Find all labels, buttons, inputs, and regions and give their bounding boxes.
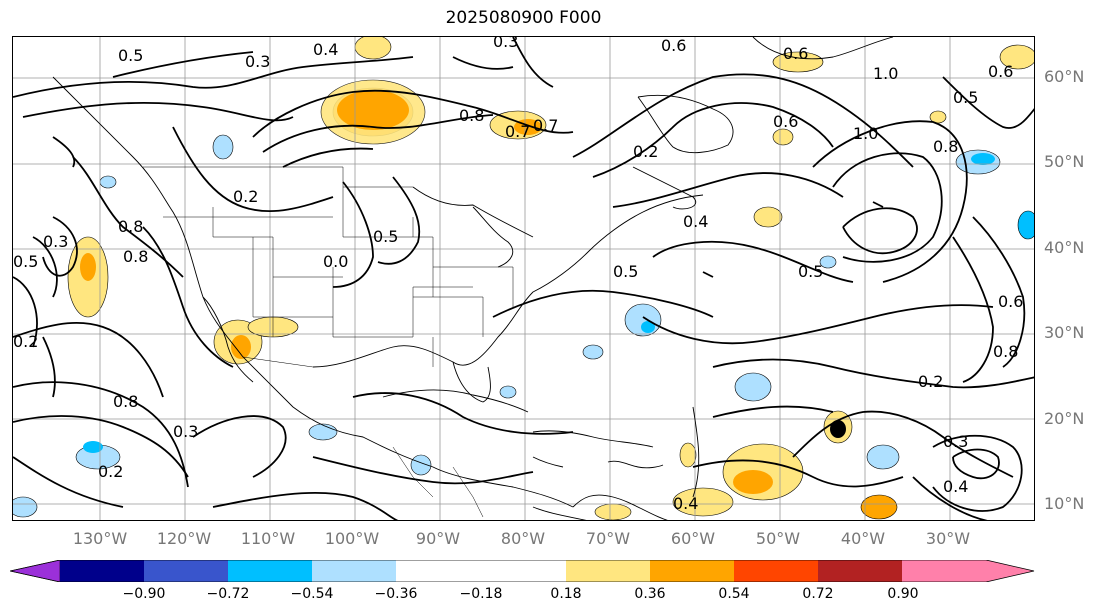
lon-label-80w: 80°W (500, 529, 546, 548)
colorbar-segment (396, 560, 566, 582)
contour-label: 0.7 (533, 116, 558, 135)
contour-label: 0.2 (13, 332, 38, 351)
contour-label: 0.3 (943, 432, 968, 451)
contour-lines (13, 37, 1034, 520)
contour-label: 0.0 (323, 252, 348, 271)
contour-label: 0.6 (783, 44, 808, 63)
contour-label: 0.5 (373, 227, 398, 246)
colorbar-segment (60, 560, 144, 582)
contour-label: 0.8 (113, 392, 138, 411)
colorbar-tick: −0.72 (206, 586, 250, 602)
colorbar-segment (312, 560, 396, 582)
lon-label-40w: 40°W (840, 529, 886, 548)
colorbar-tick: −0.18 (459, 586, 503, 602)
map-canvas: 0.5 0.3 0.4 0.8 0.7 0.6 1.0 0.6 0.5 0.2 … (13, 37, 1034, 520)
contour-label: 0.5 (798, 262, 823, 281)
contour-labels: 0.5 0.3 0.4 0.8 0.7 0.6 1.0 0.6 0.5 0.2 … (13, 37, 1023, 513)
colorbar-tick: 0.36 (634, 586, 666, 602)
colorbar-segment (566, 560, 650, 582)
lon-label-90w: 90°W (415, 529, 461, 548)
colorbar-segment (902, 560, 1034, 582)
lon-label-130w: 130°W (72, 529, 128, 548)
contour-label: 1.0 (853, 124, 878, 143)
contour-label: 0.4 (313, 40, 338, 59)
map-panel[interactable]: 0.5 0.3 0.4 0.8 0.7 0.6 1.0 0.6 0.5 0.2 … (12, 36, 1035, 521)
contour-label: 0.2 (918, 372, 943, 391)
lat-label-40n: 40°N (1044, 238, 1085, 257)
contour-label: 0.6 (773, 112, 798, 131)
contour-label: 0.3 (173, 422, 198, 441)
contour-label: 0.5 (13, 252, 38, 271)
colorbar-segment (818, 560, 902, 582)
lat-label-30n: 30°N (1044, 323, 1085, 342)
colorbar-segment (10, 560, 61, 582)
lat-label-60n: 60°N (1044, 67, 1085, 86)
colorbar-tick: 0.72 (802, 586, 834, 602)
colorbar-tick: −0.36 (374, 586, 418, 602)
lon-label-50w: 50°W (755, 529, 801, 548)
lon-label-110w: 110°W (240, 529, 296, 548)
contour-label: 0.3 (493, 37, 518, 51)
contour-label: 0.5 (118, 46, 143, 65)
contour-label: 0.8 (459, 106, 484, 125)
colorbar-tick: −0.90 (122, 586, 166, 602)
contour-label: 1.0 (873, 64, 898, 83)
contour-label: 0.8 (118, 217, 143, 236)
lon-label-100w: 100°W (324, 529, 380, 548)
contour-label: 0.5 (613, 262, 638, 281)
coastlines (52, 37, 894, 520)
colorbar-segment (734, 560, 818, 582)
contour-label: 0.6 (988, 62, 1013, 81)
contour-label: 0.2 (633, 142, 658, 161)
shading-layer (13, 37, 1034, 520)
lon-label-70w: 70°W (585, 529, 631, 548)
colorbar-tick: 0.90 (887, 586, 919, 602)
contour-label: 0.3 (245, 52, 270, 71)
lat-label-50n: 50°N (1044, 152, 1085, 171)
lon-label-60w: 60°W (670, 529, 716, 548)
colorbar (10, 560, 1035, 582)
colorbar-segment (144, 560, 228, 582)
contour-label: 0.2 (233, 187, 258, 206)
colorbar-segment (650, 560, 734, 582)
contour-label: 0.6 (998, 292, 1023, 311)
contour-label: 0.4 (683, 212, 708, 231)
lat-label-10n: 10°N (1044, 494, 1085, 513)
contour-label: 0.7 (505, 122, 530, 141)
contour-label: 0.8 (933, 137, 958, 156)
lon-label-30w: 30°W (925, 529, 971, 548)
map-title: 2025080900 F000 (445, 8, 602, 28)
lat-label-20n: 20°N (1044, 409, 1085, 428)
contour-label: 0.6 (661, 37, 686, 55)
colorbar-tick: 0.54 (718, 586, 750, 602)
lon-label-120w: 120°W (156, 529, 212, 548)
graticule (13, 37, 1034, 520)
contour-label: 0.5 (953, 88, 978, 107)
contour-label: 0.2 (98, 462, 123, 481)
contour-label: 0.4 (943, 477, 968, 496)
political-borders (143, 166, 514, 518)
colorbar-tick: 0.18 (550, 586, 582, 602)
colorbar-segment (228, 560, 312, 582)
contour-label: 0.3 (43, 232, 68, 251)
contour-label: 0.4 (673, 494, 698, 513)
colorbar-tick: −0.54 (290, 586, 334, 602)
contour-label: 0.8 (123, 247, 148, 266)
contour-label: 0.8 (993, 342, 1018, 361)
